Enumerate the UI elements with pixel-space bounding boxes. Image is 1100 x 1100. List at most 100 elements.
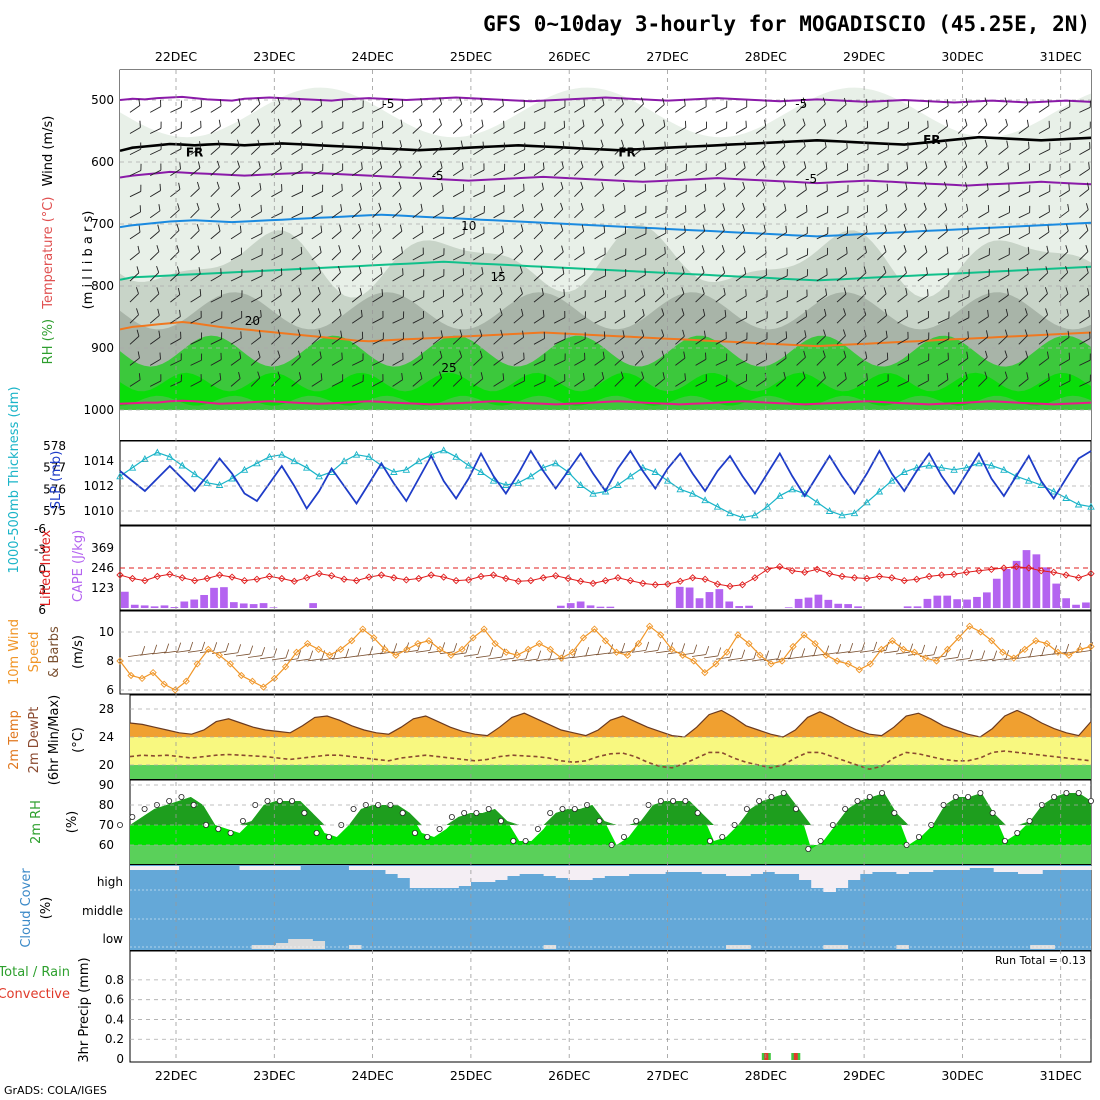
wind-barb bbox=[634, 288, 646, 303]
cloud-high-bar bbox=[470, 866, 484, 882]
lifted-index-line-marker bbox=[265, 572, 274, 581]
wind-barb bbox=[452, 162, 464, 176]
wind-barb bbox=[836, 163, 849, 176]
wind-barb bbox=[978, 309, 989, 324]
wind-barb bbox=[150, 121, 162, 134]
wind-speed-line-marker bbox=[546, 645, 554, 654]
wind-barb bbox=[432, 309, 444, 324]
wind-barb bbox=[594, 118, 604, 134]
lifted-index-line-marker bbox=[1025, 564, 1033, 572]
wind-speed-line-marker bbox=[888, 637, 897, 645]
wind-barb bbox=[735, 120, 747, 134]
wind-barb bbox=[715, 245, 725, 261]
cape-bar bbox=[1002, 568, 1011, 608]
date-label-top: 26DEC bbox=[548, 49, 590, 64]
rh-line-marker bbox=[498, 818, 505, 825]
cloud-high-bar bbox=[738, 866, 751, 876]
lifted-index-line-marker bbox=[689, 574, 697, 582]
wind-barb bbox=[432, 97, 443, 113]
wind-barb bbox=[553, 120, 566, 134]
surface-wind-barb bbox=[451, 644, 470, 656]
wind-speed-line-marker bbox=[447, 651, 455, 659]
wind-barb bbox=[654, 329, 665, 345]
thickness-line-marker bbox=[614, 481, 622, 488]
lifted-index-line-marker bbox=[564, 574, 572, 583]
wind-barb bbox=[412, 160, 422, 176]
wind-barb bbox=[452, 118, 463, 134]
wind-speed-line-marker bbox=[248, 677, 257, 685]
thickness-line-marker bbox=[128, 463, 137, 471]
lifted-index-line-marker bbox=[626, 576, 635, 585]
wind-barb bbox=[978, 183, 989, 198]
wind-barb bbox=[917, 161, 928, 176]
date-label-bottom: 22DEC bbox=[155, 1068, 197, 1083]
wind-barb bbox=[877, 121, 889, 134]
wind-barb bbox=[755, 160, 766, 176]
cape-bar bbox=[973, 596, 981, 608]
thickness-line-marker bbox=[178, 461, 187, 469]
rh-line-marker bbox=[1051, 794, 1058, 801]
wind-barb bbox=[149, 308, 160, 324]
wind-barb bbox=[513, 163, 525, 177]
thickness-line-marker bbox=[439, 446, 448, 454]
wind-barb bbox=[311, 308, 321, 324]
wind-barb bbox=[271, 97, 281, 113]
wind-barb bbox=[351, 331, 364, 345]
wind-barb bbox=[574, 290, 586, 303]
wind-barb bbox=[998, 268, 1010, 282]
thickness-line-marker bbox=[190, 470, 199, 478]
cloud-high-bar bbox=[592, 866, 605, 878]
wind-speed-line-marker bbox=[634, 639, 643, 648]
wind-barb bbox=[594, 139, 604, 155]
cape-bar bbox=[943, 595, 952, 608]
contour-label: -5 bbox=[382, 97, 394, 111]
cloud-high-bar bbox=[555, 866, 569, 878]
wind-barb bbox=[230, 290, 243, 303]
wind-barb bbox=[311, 205, 323, 219]
wind-barb bbox=[937, 224, 948, 240]
wind-speed-line-marker bbox=[502, 648, 510, 656]
wind-barb bbox=[614, 204, 626, 219]
wind-barb bbox=[149, 224, 160, 240]
thickness-line-marker bbox=[352, 450, 361, 458]
lifted-index-line-marker bbox=[1000, 564, 1008, 572]
wind-barb bbox=[1018, 163, 1030, 176]
cape-bar bbox=[784, 607, 793, 608]
wind-barb bbox=[533, 266, 544, 282]
wind-barb bbox=[756, 311, 768, 324]
thickness-tick: 577 bbox=[43, 461, 66, 475]
wind-barb bbox=[877, 287, 887, 303]
surface-wind-barb bbox=[199, 642, 218, 654]
wind-barb bbox=[655, 184, 667, 198]
wind-barb bbox=[1079, 374, 1091, 387]
thickness-line-marker bbox=[1000, 465, 1008, 473]
wind-barb bbox=[715, 182, 726, 198]
wind-barb bbox=[170, 121, 182, 134]
wind-barb bbox=[816, 308, 827, 324]
wind-barb bbox=[1079, 121, 1091, 134]
precip-tick: 0.4 bbox=[105, 1012, 124, 1026]
cloud-low-bar bbox=[1042, 945, 1055, 949]
wind-barb bbox=[210, 119, 221, 134]
lifted-index-line-marker bbox=[701, 575, 709, 583]
date-label-top: 28DEC bbox=[745, 49, 787, 64]
surface-wind-barb bbox=[667, 643, 686, 655]
wind-barb bbox=[654, 226, 667, 240]
rh-base bbox=[130, 845, 1091, 864]
wind-barb bbox=[735, 100, 748, 113]
wind-barb bbox=[1018, 350, 1029, 366]
rh-line-marker bbox=[1014, 830, 1021, 837]
wind-barb bbox=[210, 181, 220, 198]
wind-barb bbox=[917, 245, 928, 261]
wind-barb bbox=[836, 308, 847, 324]
wind-barb bbox=[291, 372, 302, 387]
thickness-line-marker bbox=[626, 472, 635, 480]
cloud-level-label: low bbox=[103, 932, 124, 946]
thickness-line-marker bbox=[763, 502, 772, 510]
wind-barb bbox=[614, 118, 624, 134]
wind-barb bbox=[230, 331, 242, 345]
slp-tick: 1012 bbox=[83, 479, 114, 493]
cape-bar bbox=[695, 598, 704, 608]
wind-barb bbox=[836, 141, 848, 155]
wind-barb bbox=[331, 121, 344, 134]
